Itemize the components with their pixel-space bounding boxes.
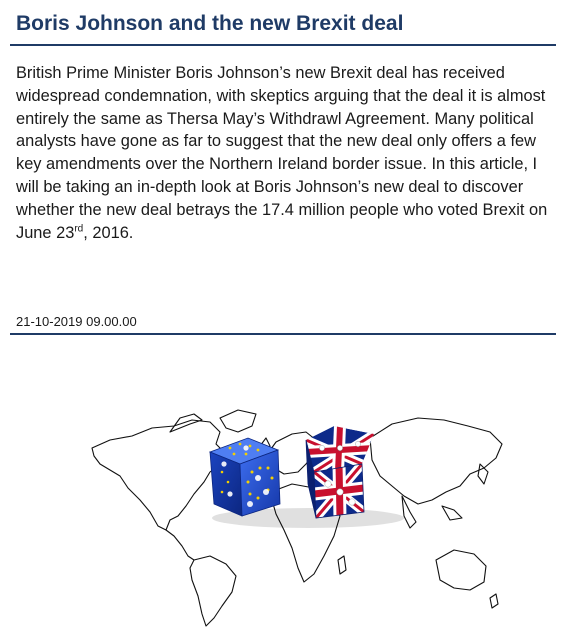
hero-image (70, 360, 510, 630)
article-body-text: British Prime Minister Boris Johnson’s n… (16, 64, 548, 242)
article-title: Boris Johnson and the new Brexit deal (16, 12, 404, 35)
article-date: 21-10-2019 09.00.00 (16, 314, 137, 329)
eu-flag-die-icon (208, 437, 281, 517)
date-divider (10, 333, 556, 335)
ordinal-suffix: rd (74, 223, 84, 235)
title-divider (10, 44, 556, 46)
article-body: British Prime Minister Boris Johnson’s n… (16, 62, 558, 244)
article-body-end: , 2016. (83, 223, 134, 242)
world-map-dice-illustration (91, 409, 503, 627)
union-jack-die-icon (305, 426, 374, 519)
